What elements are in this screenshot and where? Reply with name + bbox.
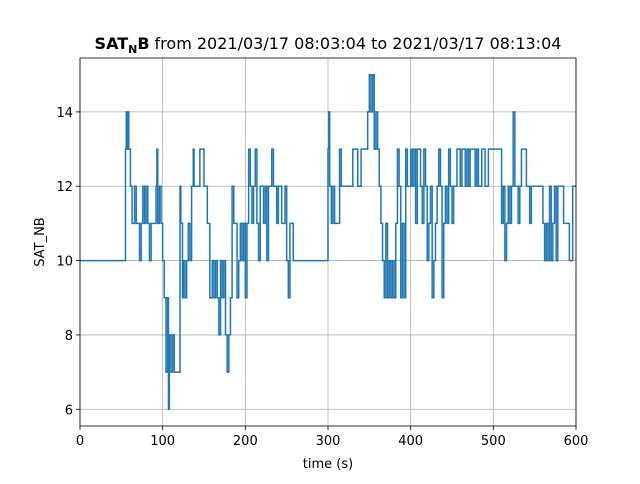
x-tick-label: 0 (76, 434, 84, 449)
x-tick-label: 100 (150, 434, 175, 449)
data-line (80, 73, 576, 411)
y-axis-label: SAT_NB (33, 217, 48, 266)
x-tick-label: 500 (481, 434, 506, 449)
plot-area: 0 100 200 300 400 500 600 6 8 10 12 14 (56, 57, 589, 449)
x-tick-label: 200 (233, 434, 258, 449)
axes-frame (79, 57, 577, 427)
x-tick-label: 600 (564, 434, 589, 449)
chart-title: SATNB from 2021/03/17 08:03:04 to 2021/03… (95, 34, 562, 56)
x-tick-label: 300 (316, 434, 341, 449)
y-tick-label: 6 (65, 403, 73, 418)
y-tick-label: 8 (65, 329, 73, 344)
title-name-end: B (137, 34, 149, 53)
title-name: SAT (95, 34, 129, 53)
y-tick-label: 10 (56, 255, 73, 270)
title-rest: from 2021/03/17 08:03:04 to 2021/03/17 0… (155, 34, 562, 53)
y-tick-label: 14 (56, 106, 73, 121)
x-axis-label: time (s) (303, 457, 353, 472)
title-subscript: N (128, 43, 137, 56)
x-tick-label: 400 (398, 434, 423, 449)
y-tick-label: 12 (56, 180, 73, 195)
